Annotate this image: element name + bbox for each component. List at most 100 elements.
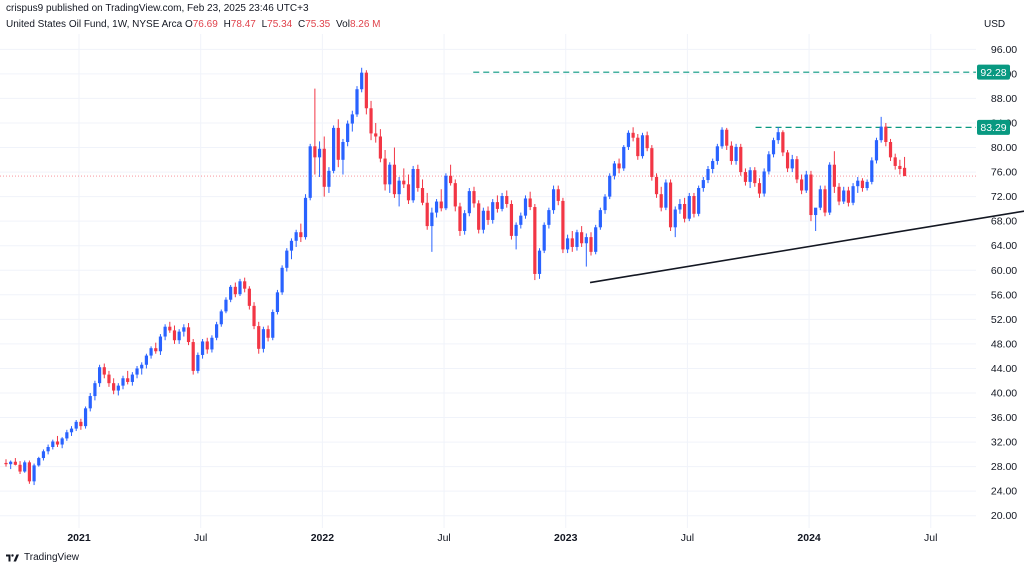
candle-body (678, 203, 682, 210)
candle-body (800, 179, 804, 191)
candle-body (60, 438, 64, 445)
candle-body (37, 458, 41, 466)
candle-body (182, 327, 186, 332)
time-tick-label: 2022 (311, 532, 335, 544)
candle-body (332, 127, 336, 171)
candle-body (205, 341, 209, 350)
candle-body (519, 215, 523, 225)
time-tick-label: Jul (194, 532, 207, 544)
candle-body (668, 182, 673, 228)
candle-body (608, 175, 612, 197)
time-tick-label: 2024 (797, 532, 821, 544)
candle-body (575, 232, 579, 247)
candle-body (580, 232, 584, 244)
candle-body (285, 250, 289, 268)
candle-body (144, 355, 148, 365)
candle-body (734, 146, 738, 162)
candle-body (491, 202, 495, 220)
candle-body (837, 186, 841, 202)
candle-body (243, 281, 247, 289)
price-tick-label: 68.00 (991, 216, 1017, 228)
price-tick-label: 52.00 (991, 314, 1017, 326)
candle-body (449, 175, 453, 184)
candle-body (341, 142, 345, 160)
price-tick-label: 32.00 (991, 437, 1017, 449)
candle-body (420, 188, 425, 203)
candle-body (589, 237, 593, 252)
candle-body (842, 190, 846, 202)
candle-body (715, 146, 719, 162)
price-tick-label: 72.00 (991, 191, 1017, 203)
candle-body (439, 201, 443, 209)
time-tick-label: Jul (681, 532, 694, 544)
candle-body (299, 232, 303, 238)
candle-body (898, 165, 902, 170)
low-value: 75.34 (267, 19, 293, 30)
candle-body (112, 383, 116, 391)
time-tick-label: Jul (437, 532, 450, 544)
candle-body (411, 169, 415, 201)
candle-body (879, 126, 883, 141)
candle-body (818, 189, 822, 208)
candle-body (809, 174, 813, 216)
candle-body (551, 189, 556, 211)
candle-body (767, 154, 771, 172)
candle-body (135, 368, 139, 375)
candle-body (711, 161, 715, 170)
candle-body (186, 327, 191, 343)
candle-body (884, 126, 888, 143)
brand-name: TradingView (24, 552, 80, 563)
candle-body (654, 176, 659, 195)
candle-body (126, 378, 130, 382)
candle-body (149, 348, 153, 356)
price-tick-label: 48.00 (991, 338, 1017, 350)
candle-body (547, 210, 551, 225)
candle-body (640, 135, 645, 157)
candle-body (814, 207, 818, 216)
price-tick-label: 40.00 (991, 387, 1017, 399)
candle-body (561, 200, 565, 250)
candle-body (697, 188, 701, 214)
candle-body (533, 207, 537, 274)
candle-body (257, 326, 261, 349)
candle-body (598, 210, 602, 228)
candle-body (453, 183, 457, 207)
price-tick-label: 56.00 (991, 289, 1017, 301)
level-price-badge (977, 119, 1010, 135)
horizontal-levels (0, 71, 976, 177)
candle-body (617, 163, 621, 169)
close-value: 75.35 (305, 19, 331, 30)
open-value: 76.69 (192, 19, 218, 30)
price-tick-label: 44.00 (991, 363, 1017, 375)
candle-body (280, 267, 284, 293)
candle-body (121, 378, 125, 386)
candle-body (168, 326, 172, 331)
candle-body (388, 164, 392, 185)
candle-body (444, 175, 448, 209)
candle-body (247, 288, 251, 306)
candle-body (4, 462, 8, 465)
symbol-name[interactable]: United States Oil Fund, 1W, NYSE Arca (6, 19, 183, 30)
candle-body (594, 227, 598, 252)
candle-body (74, 421, 78, 429)
candle-body (266, 329, 270, 338)
candle-body (322, 148, 326, 187)
candle-body (360, 72, 364, 90)
candle-body (172, 330, 177, 341)
candle-body (795, 159, 799, 180)
candle-body (856, 180, 860, 187)
candle-body (233, 286, 237, 295)
candle-body (673, 209, 677, 228)
candle-body (402, 180, 406, 185)
candle-body (701, 180, 705, 189)
brand[interactable]: TradingView (6, 552, 79, 563)
candle-body (392, 164, 397, 195)
time-tick-label: 2023 (554, 532, 578, 544)
price-tick-label: 60.00 (991, 265, 1017, 277)
price-tick-label: 20.00 (991, 510, 1017, 522)
candle-body (406, 184, 411, 201)
price-tick-label: 88.00 (991, 93, 1017, 105)
price-tick-label: 36.00 (991, 412, 1017, 424)
candle-body (41, 451, 46, 459)
